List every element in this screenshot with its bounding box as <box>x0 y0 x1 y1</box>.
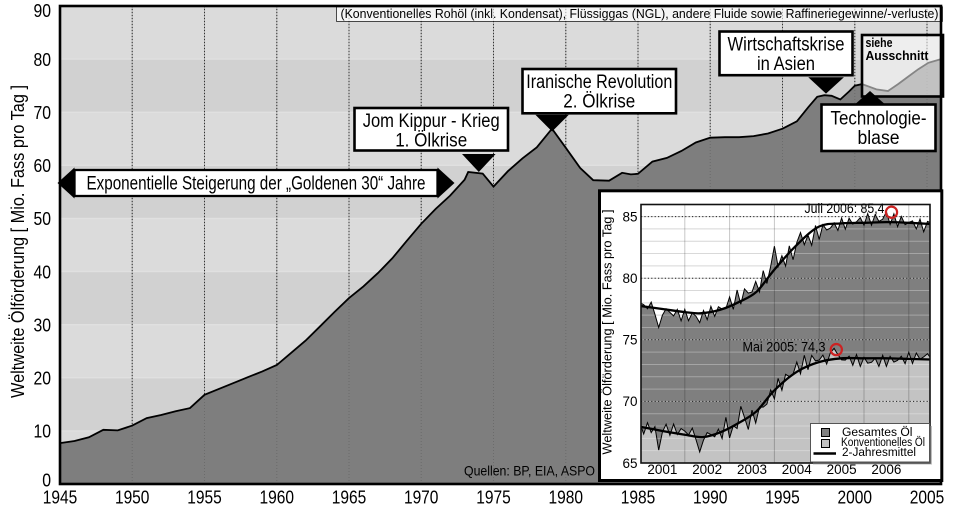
svg-text:1965: 1965 <box>332 487 367 508</box>
svg-text:2002: 2002 <box>692 461 722 477</box>
svg-text:2001: 2001 <box>647 461 677 477</box>
svg-text:Wirtschaftskrise: Wirtschaftskrise <box>728 35 845 56</box>
svg-text:Technologie-: Technologie- <box>831 109 927 130</box>
svg-text:30: 30 <box>34 314 52 335</box>
svg-text:Konventionelles Öl: Konventionelles Öl <box>841 435 925 449</box>
svg-text:Quellen: BP, EIA, ASPO: Quellen: BP, EIA, ASPO <box>464 463 595 479</box>
svg-text:90: 90 <box>34 0 52 21</box>
svg-text:50: 50 <box>34 208 52 229</box>
svg-text:2. Ölkrise: 2. Ölkrise <box>563 92 635 113</box>
svg-text:Jom Kippur - Krieg: Jom Kippur - Krieg <box>363 111 500 132</box>
svg-text:0: 0 <box>42 470 51 491</box>
svg-text:Gesamtes Öl: Gesamtes Öl <box>842 425 913 439</box>
svg-text:70: 70 <box>623 393 638 409</box>
svg-text:(Konventionelles Rohöl (inkl.: (Konventionelles Rohöl (inkl. Kondensat)… <box>341 6 939 21</box>
svg-text:2005: 2005 <box>827 461 857 477</box>
svg-text:1. Ölkrise: 1. Ölkrise <box>395 131 467 152</box>
svg-text:20: 20 <box>34 368 52 389</box>
svg-text:Ausschnitt: Ausschnitt <box>866 49 930 63</box>
svg-text:2000: 2000 <box>838 487 873 508</box>
svg-text:1955: 1955 <box>187 487 222 508</box>
svg-text:1950: 1950 <box>115 487 150 508</box>
svg-text:1990: 1990 <box>693 487 728 508</box>
svg-text:65: 65 <box>623 455 638 471</box>
svg-text:40: 40 <box>34 261 52 282</box>
svg-text:10: 10 <box>34 421 52 442</box>
svg-text:1985: 1985 <box>621 487 656 508</box>
svg-text:85: 85 <box>623 208 638 224</box>
svg-text:siehe: siehe <box>866 36 893 50</box>
svg-text:Weltweite Ölförderung [ Mio. F: Weltweite Ölförderung [ Mio. Fass pro Ta… <box>8 85 28 398</box>
svg-text:2006: 2006 <box>871 461 901 477</box>
svg-text:1995: 1995 <box>765 487 800 508</box>
svg-text:Weltweite Ölförderung [ Mio. F: Weltweite Ölförderung [ Mio. Fass pro Ta… <box>601 210 615 455</box>
svg-text:1975: 1975 <box>476 487 511 508</box>
svg-text:blase: blase <box>858 128 900 149</box>
svg-text:1960: 1960 <box>260 487 295 508</box>
svg-text:Mai 2005: 74,3: Mai 2005: 74,3 <box>743 340 826 355</box>
svg-text:2004: 2004 <box>782 461 812 477</box>
svg-text:in Asien: in Asien <box>757 54 815 75</box>
svg-text:Iranische Revolution: Iranische Revolution <box>526 72 672 93</box>
svg-text:70: 70 <box>34 102 52 123</box>
svg-text:2005: 2005 <box>910 487 945 508</box>
svg-text:1970: 1970 <box>404 487 439 508</box>
svg-text:75: 75 <box>623 332 638 348</box>
svg-text:2003: 2003 <box>737 461 767 477</box>
svg-text:2-Jahresmittel: 2-Jahresmittel <box>842 445 916 459</box>
svg-text:1945: 1945 <box>43 487 78 508</box>
svg-text:60: 60 <box>34 155 52 176</box>
svg-text:Exponentielle Steigerung der „: Exponentielle Steigerung der „Goldenen 3… <box>87 174 426 195</box>
svg-text:80: 80 <box>34 49 52 70</box>
svg-text:Juli 2006: 85,4: Juli 2006: 85,4 <box>805 201 885 216</box>
svg-text:1980: 1980 <box>549 487 584 508</box>
svg-text:80: 80 <box>623 270 638 286</box>
